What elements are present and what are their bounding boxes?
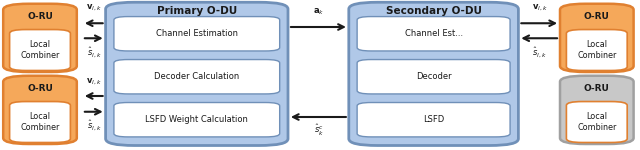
Text: O-RU: O-RU xyxy=(584,84,610,93)
Text: $\hat{s}_{l,k}$: $\hat{s}_{l,k}$ xyxy=(87,45,101,59)
Text: O-RU: O-RU xyxy=(584,12,610,21)
FancyBboxPatch shape xyxy=(3,76,77,144)
FancyBboxPatch shape xyxy=(114,103,280,137)
Text: $\mathbf{v}_{l,k}$: $\mathbf{v}_{l,k}$ xyxy=(86,77,102,87)
Text: $\hat{s}_{l,k}$: $\hat{s}_{l,k}$ xyxy=(532,45,547,59)
FancyBboxPatch shape xyxy=(114,17,280,51)
FancyBboxPatch shape xyxy=(349,2,518,146)
Text: LSFD Weight Calculation: LSFD Weight Calculation xyxy=(145,115,248,124)
Text: $\hat{s}_k^c$: $\hat{s}_k^c$ xyxy=(314,123,324,138)
Text: Primary O-DU: Primary O-DU xyxy=(157,6,237,16)
Text: LSFD: LSFD xyxy=(423,115,444,124)
FancyBboxPatch shape xyxy=(566,30,627,70)
Text: Local
Combiner: Local Combiner xyxy=(577,40,616,60)
Text: Local
Combiner: Local Combiner xyxy=(20,112,60,132)
Text: $\mathbf{v}_{l,k}$: $\mathbf{v}_{l,k}$ xyxy=(86,3,102,13)
Text: Decoder: Decoder xyxy=(416,72,451,81)
Text: Local
Combiner: Local Combiner xyxy=(577,112,616,132)
FancyBboxPatch shape xyxy=(114,60,280,94)
FancyBboxPatch shape xyxy=(560,4,634,72)
FancyBboxPatch shape xyxy=(357,17,510,51)
Text: Channel Estimation: Channel Estimation xyxy=(156,29,238,38)
FancyBboxPatch shape xyxy=(3,4,77,72)
FancyBboxPatch shape xyxy=(566,102,627,142)
Text: O-RU: O-RU xyxy=(27,12,53,21)
Text: $\mathbf{v}_{l,k}$: $\mathbf{v}_{l,k}$ xyxy=(532,3,547,13)
FancyBboxPatch shape xyxy=(10,102,70,142)
FancyBboxPatch shape xyxy=(560,76,634,144)
FancyBboxPatch shape xyxy=(357,60,510,94)
FancyBboxPatch shape xyxy=(357,103,510,137)
Text: $\mathbf{a}_k$: $\mathbf{a}_k$ xyxy=(313,7,324,17)
Text: Decoder Calculation: Decoder Calculation xyxy=(154,72,239,81)
Text: Channel Est...: Channel Est... xyxy=(404,29,463,38)
Text: Local
Combiner: Local Combiner xyxy=(20,40,60,60)
FancyBboxPatch shape xyxy=(10,30,70,70)
Text: O-RU: O-RU xyxy=(27,84,53,93)
Text: $\hat{s}_{l,k}$: $\hat{s}_{l,k}$ xyxy=(87,118,101,132)
FancyBboxPatch shape xyxy=(106,2,288,146)
Text: Secondary O-DU: Secondary O-DU xyxy=(385,6,482,16)
